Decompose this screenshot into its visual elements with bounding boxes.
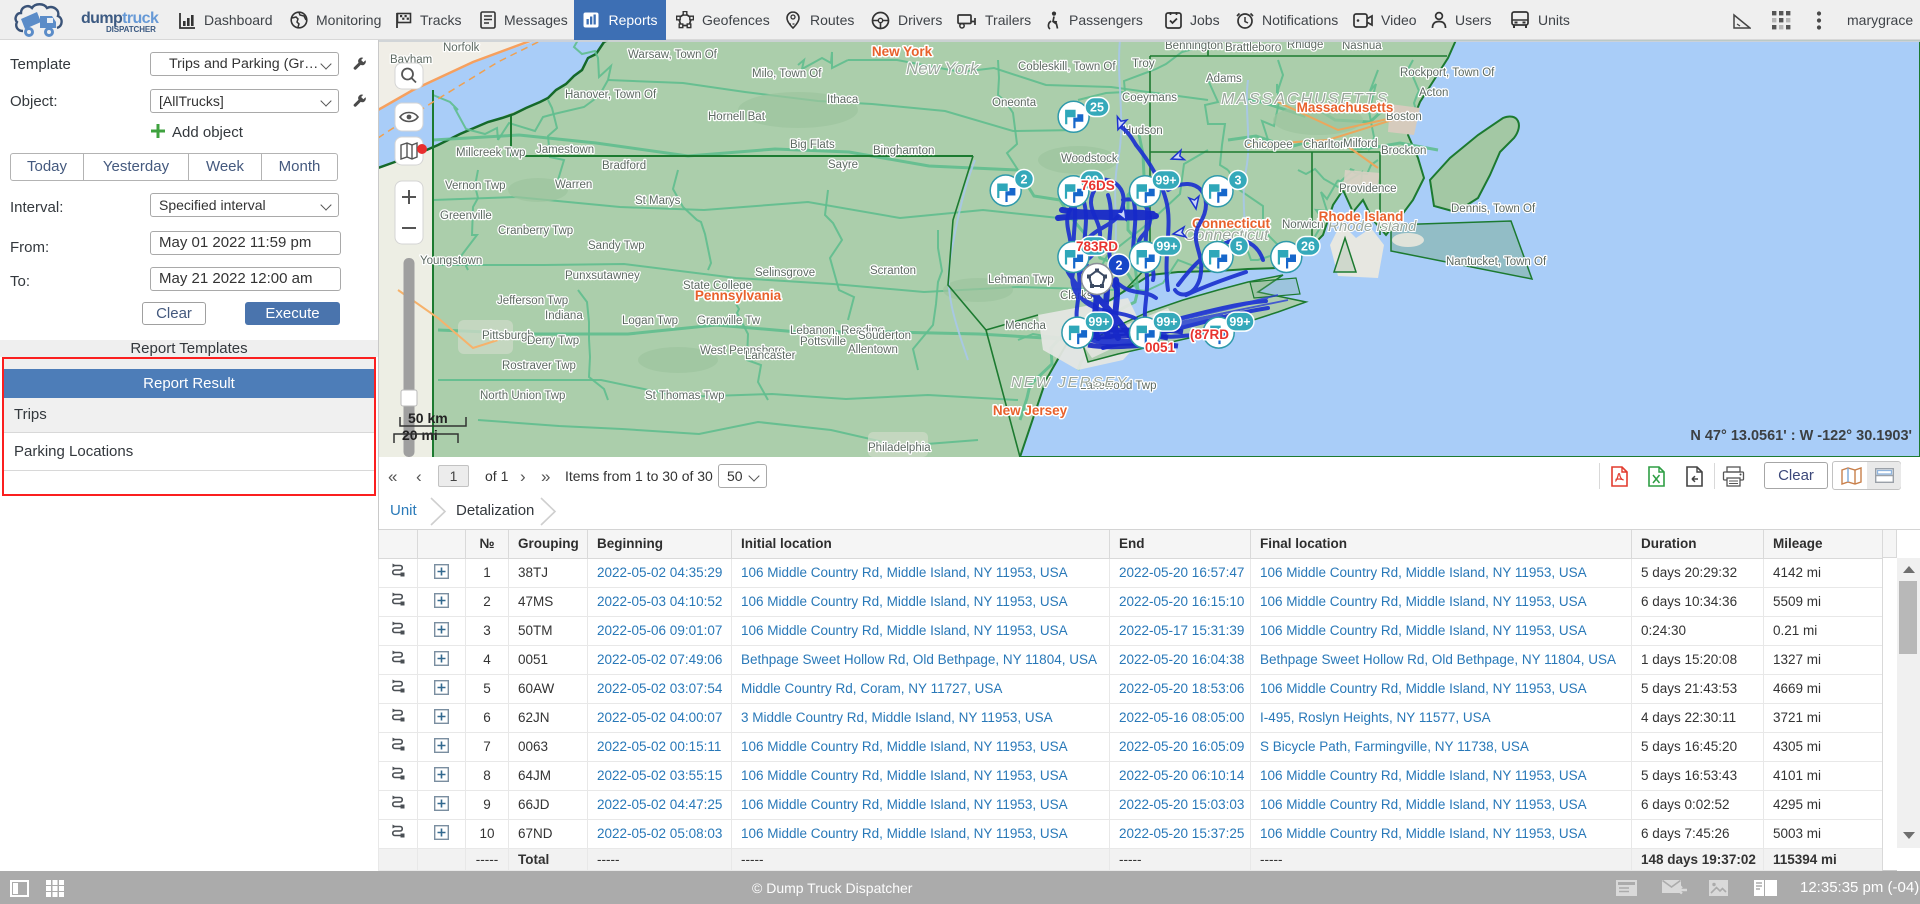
svg-text:Rhode Island: Rhode Island bbox=[1328, 218, 1417, 235]
svg-text:West Pennsboro: West Pennsboro bbox=[700, 345, 785, 357]
svg-text:Brattleboro: Brattleboro bbox=[1225, 42, 1281, 54]
svg-text:99+: 99+ bbox=[1155, 174, 1176, 188]
svg-text:Charlton: Charlton bbox=[1303, 139, 1346, 151]
svg-text:Lakewood Twp: Lakewood Twp bbox=[1080, 380, 1157, 392]
svg-text:Warsaw, Town Of: Warsaw, Town Of bbox=[628, 49, 718, 61]
svg-text:Woodstock: Woodstock bbox=[1061, 153, 1118, 165]
svg-text:Logan Twp: Logan Twp bbox=[622, 315, 678, 327]
svg-text:Warren: Warren bbox=[555, 179, 592, 191]
svg-text:Pittsburgh: Pittsburgh bbox=[482, 330, 534, 342]
svg-text:Mencha: Mencha bbox=[1005, 320, 1047, 332]
svg-text:State College: State College bbox=[683, 280, 752, 292]
svg-text:Jefferson Twp: Jefferson Twp bbox=[497, 295, 568, 307]
svg-text:26: 26 bbox=[1301, 240, 1315, 254]
svg-text:Oneonta: Oneonta bbox=[992, 97, 1037, 109]
svg-text:Hanover, Town Of: Hanover, Town Of bbox=[565, 89, 657, 101]
svg-text:50 km: 50 km bbox=[408, 410, 448, 426]
svg-text:Indiana: Indiana bbox=[545, 310, 583, 322]
svg-text:Lebanon, Reading: Lebanon, Reading bbox=[790, 325, 884, 337]
svg-text:St Thomas Twp: St Thomas Twp bbox=[645, 390, 724, 402]
svg-text:Chicopee: Chicopee bbox=[1244, 139, 1293, 151]
svg-text:2: 2 bbox=[1021, 173, 1028, 187]
svg-text:Boston: Boston bbox=[1386, 111, 1422, 123]
svg-text:Brockton: Brockton bbox=[1381, 145, 1426, 157]
svg-text:Hudson: Hudson bbox=[1123, 125, 1163, 137]
svg-text:Connecticut: Connecticut bbox=[1192, 216, 1271, 231]
svg-text:Norfolk: Norfolk bbox=[443, 42, 480, 54]
svg-text:76DS: 76DS bbox=[1081, 178, 1115, 193]
svg-text:Hornell Bat: Hornell Bat bbox=[708, 111, 766, 123]
svg-text:Derry Twp: Derry Twp bbox=[527, 335, 579, 347]
svg-text:99+: 99+ bbox=[1156, 240, 1177, 254]
svg-text:99: 99 bbox=[1085, 174, 1099, 188]
svg-text:Youngstown: Youngstown bbox=[420, 255, 482, 267]
svg-text:Allentown: Allentown bbox=[848, 344, 898, 356]
svg-text:Pennsylvania: Pennsylvania bbox=[695, 288, 782, 303]
svg-text:New York: New York bbox=[872, 44, 933, 59]
svg-text:99+: 99+ bbox=[1083, 240, 1104, 254]
svg-text:2: 2 bbox=[1116, 259, 1123, 273]
svg-text:Coeymans: Coeymans bbox=[1122, 92, 1177, 104]
svg-text:New York: New York bbox=[906, 59, 980, 78]
svg-text:Pottsville: Pottsville bbox=[800, 336, 846, 348]
svg-text:Ithaca: Ithaca bbox=[827, 94, 859, 106]
svg-text:Cranberry Twp: Cranberry Twp bbox=[498, 225, 573, 237]
svg-text:N 47° 13.0561' : W -122° 30.19: N 47° 13.0561' : W -122° 30.1903' bbox=[1690, 428, 1912, 444]
svg-text:Norwich: Norwich bbox=[1282, 219, 1324, 231]
svg-text:Nashua: Nashua bbox=[1342, 40, 1382, 52]
svg-text:Jamestown: Jamestown bbox=[536, 144, 594, 156]
svg-text:Binghamton: Binghamton bbox=[873, 145, 934, 157]
svg-text:Rockport, Town Of: Rockport, Town Of bbox=[1400, 67, 1495, 79]
svg-text:Rhidge: Rhidge bbox=[1287, 40, 1323, 51]
svg-text:Dennis, Town Of: Dennis, Town Of bbox=[1451, 203, 1536, 215]
svg-text:Bradford: Bradford bbox=[602, 160, 646, 172]
svg-text:Scranton: Scranton bbox=[870, 265, 916, 277]
svg-text:St Marys: St Marys bbox=[635, 195, 681, 207]
svg-text:99+: 99+ bbox=[1156, 315, 1177, 329]
svg-text:MASSACHUSETTS: MASSACHUSETTS bbox=[1221, 91, 1389, 108]
svg-text:Philadelphia: Philadelphia bbox=[868, 442, 931, 454]
svg-text:Lehman Twp: Lehman Twp bbox=[988, 274, 1054, 286]
svg-text:Cobleskill, Town Of: Cobleskill, Town Of bbox=[1018, 61, 1116, 73]
svg-text:NEW JERSEY: NEW JERSEY bbox=[1011, 374, 1129, 391]
svg-text:North Union Twp: North Union Twp bbox=[480, 390, 565, 402]
svg-text:99+: 99+ bbox=[1088, 315, 1109, 329]
svg-text:Punxsutawney: Punxsutawney bbox=[565, 270, 640, 282]
svg-text:Granville Tw: Granville Tw bbox=[697, 315, 761, 327]
svg-text:Milford: Milford bbox=[1343, 138, 1378, 150]
svg-text:Sandy Twp: Sandy Twp bbox=[588, 240, 645, 252]
svg-text:783RD: 783RD bbox=[1076, 239, 1118, 254]
svg-text:Souderton: Souderton bbox=[858, 330, 911, 342]
svg-text:20 mi: 20 mi bbox=[402, 427, 438, 443]
svg-text:Massachusetts: Massachusetts bbox=[1297, 100, 1394, 115]
svg-text:Sayre: Sayre bbox=[828, 159, 858, 171]
svg-text:0051: 0051 bbox=[1145, 340, 1176, 355]
svg-text:Acton: Acton bbox=[1419, 87, 1448, 99]
svg-text:Rostraver Twp: Rostraver Twp bbox=[502, 360, 576, 372]
svg-text:3: 3 bbox=[1235, 174, 1242, 188]
svg-text:Adams: Adams bbox=[1206, 73, 1242, 85]
svg-text:Lancaster: Lancaster bbox=[745, 350, 796, 362]
svg-text:Millcreek Twp: Millcreek Twp bbox=[456, 147, 525, 159]
svg-text:Big Flats: Big Flats bbox=[790, 139, 835, 151]
svg-text:Nantucket, Town Of: Nantucket, Town Of bbox=[1446, 256, 1547, 268]
svg-text:Troy: Troy bbox=[1132, 58, 1155, 70]
svg-text:5: 5 bbox=[1236, 240, 1243, 254]
svg-text:Rhode Island: Rhode Island bbox=[1319, 209, 1404, 224]
svg-text:(87RD: (87RD bbox=[1190, 327, 1229, 342]
svg-text:Vernon Twp: Vernon Twp bbox=[445, 180, 506, 192]
svg-text:Greenville: Greenville bbox=[440, 210, 492, 222]
svg-text:99+: 99+ bbox=[1229, 315, 1250, 329]
svg-text:Providence: Providence bbox=[1339, 183, 1397, 195]
svg-text:Bennington: Bennington bbox=[1165, 40, 1223, 52]
svg-text:25: 25 bbox=[1090, 101, 1104, 115]
svg-text:Selinsgrove: Selinsgrove bbox=[755, 267, 815, 279]
svg-text:Milo, Town Of: Milo, Town Of bbox=[752, 68, 822, 80]
svg-text:New Jersey: New Jersey bbox=[993, 403, 1068, 418]
